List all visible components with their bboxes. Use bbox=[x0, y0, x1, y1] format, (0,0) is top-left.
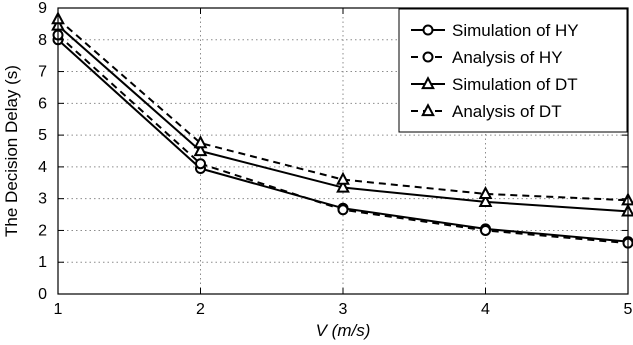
y-tick-label-9: 9 bbox=[38, 0, 47, 17]
y-tick-label-1: 1 bbox=[38, 254, 47, 271]
series-point-analysis-of-dt-2 bbox=[193, 135, 208, 149]
series-line-analysis-of-dt bbox=[57, 18, 629, 202]
legend-entry-simulation-hy: Simulation of HY bbox=[411, 21, 579, 40]
series-point-analysis-of-hy-3 bbox=[337, 204, 349, 216]
legend-entry-analysis-hy: Analysis of HY bbox=[411, 48, 563, 67]
legend-marker-simulation-dt bbox=[421, 76, 435, 90]
y-tick-label-3: 3 bbox=[38, 191, 47, 208]
series-point-analysis-of-dt-4 bbox=[478, 186, 493, 200]
legend-marker-simulation-hy bbox=[422, 24, 434, 36]
series-analysis-of-hy bbox=[52, 29, 633, 249]
x-axis-label-group: V (m/s) bbox=[316, 321, 371, 340]
x-tick-label-2: 2 bbox=[196, 301, 205, 318]
y-axis-label: The Decision Delay (s) bbox=[2, 65, 21, 237]
series-point-analysis-of-dt-3 bbox=[336, 171, 350, 185]
x-tick-label-3: 3 bbox=[339, 301, 348, 318]
series-point-simulation-of-dt-4 bbox=[478, 193, 493, 207]
y-tick-label-5: 5 bbox=[38, 127, 47, 144]
legend-marker-analysis-hy bbox=[422, 51, 434, 63]
y-tick-label-0: 0 bbox=[38, 286, 47, 303]
y-axis-label-group: The Decision Delay (s) bbox=[2, 65, 21, 237]
x-tick-label-4: 4 bbox=[481, 301, 490, 318]
series-point-analysis-of-hy-4 bbox=[480, 224, 491, 236]
legend-label-analysis-hy: Analysis of HY bbox=[452, 48, 563, 67]
legend: Simulation of HY Analysis of HY Simulati… bbox=[398, 8, 628, 133]
legend-marker-analysis-dt bbox=[421, 103, 435, 117]
legend-label-analysis-dt: Analysis of DT bbox=[452, 102, 562, 121]
grid-layer bbox=[58, 8, 628, 294]
x-tick-label-1: 1 bbox=[54, 301, 63, 318]
legend-entry-simulation-dt: Simulation of DT bbox=[411, 75, 578, 94]
y-tick-label-2: 2 bbox=[38, 222, 47, 239]
series-layer bbox=[51, 11, 633, 249]
legend-entry-analysis-dt: Analysis of DT bbox=[411, 102, 562, 121]
series-point-simulation-of-dt-3 bbox=[336, 179, 350, 193]
legend-label-simulation-hy: Simulation of HY bbox=[452, 21, 579, 40]
series-point-simulation-of-dt-2 bbox=[193, 143, 208, 157]
y-tick-label-6: 6 bbox=[38, 95, 47, 112]
y-tick-label-4: 4 bbox=[38, 159, 47, 176]
x-tick-label-5: 5 bbox=[624, 301, 633, 318]
legend-label-simulation-dt: Simulation of DT bbox=[452, 75, 578, 94]
x-axis-label: V (m/s) bbox=[316, 321, 371, 340]
y-tick-label-8: 8 bbox=[38, 32, 47, 49]
y-tick-label-7: 7 bbox=[38, 64, 47, 81]
series-point-analysis-of-hy-2 bbox=[195, 158, 206, 170]
